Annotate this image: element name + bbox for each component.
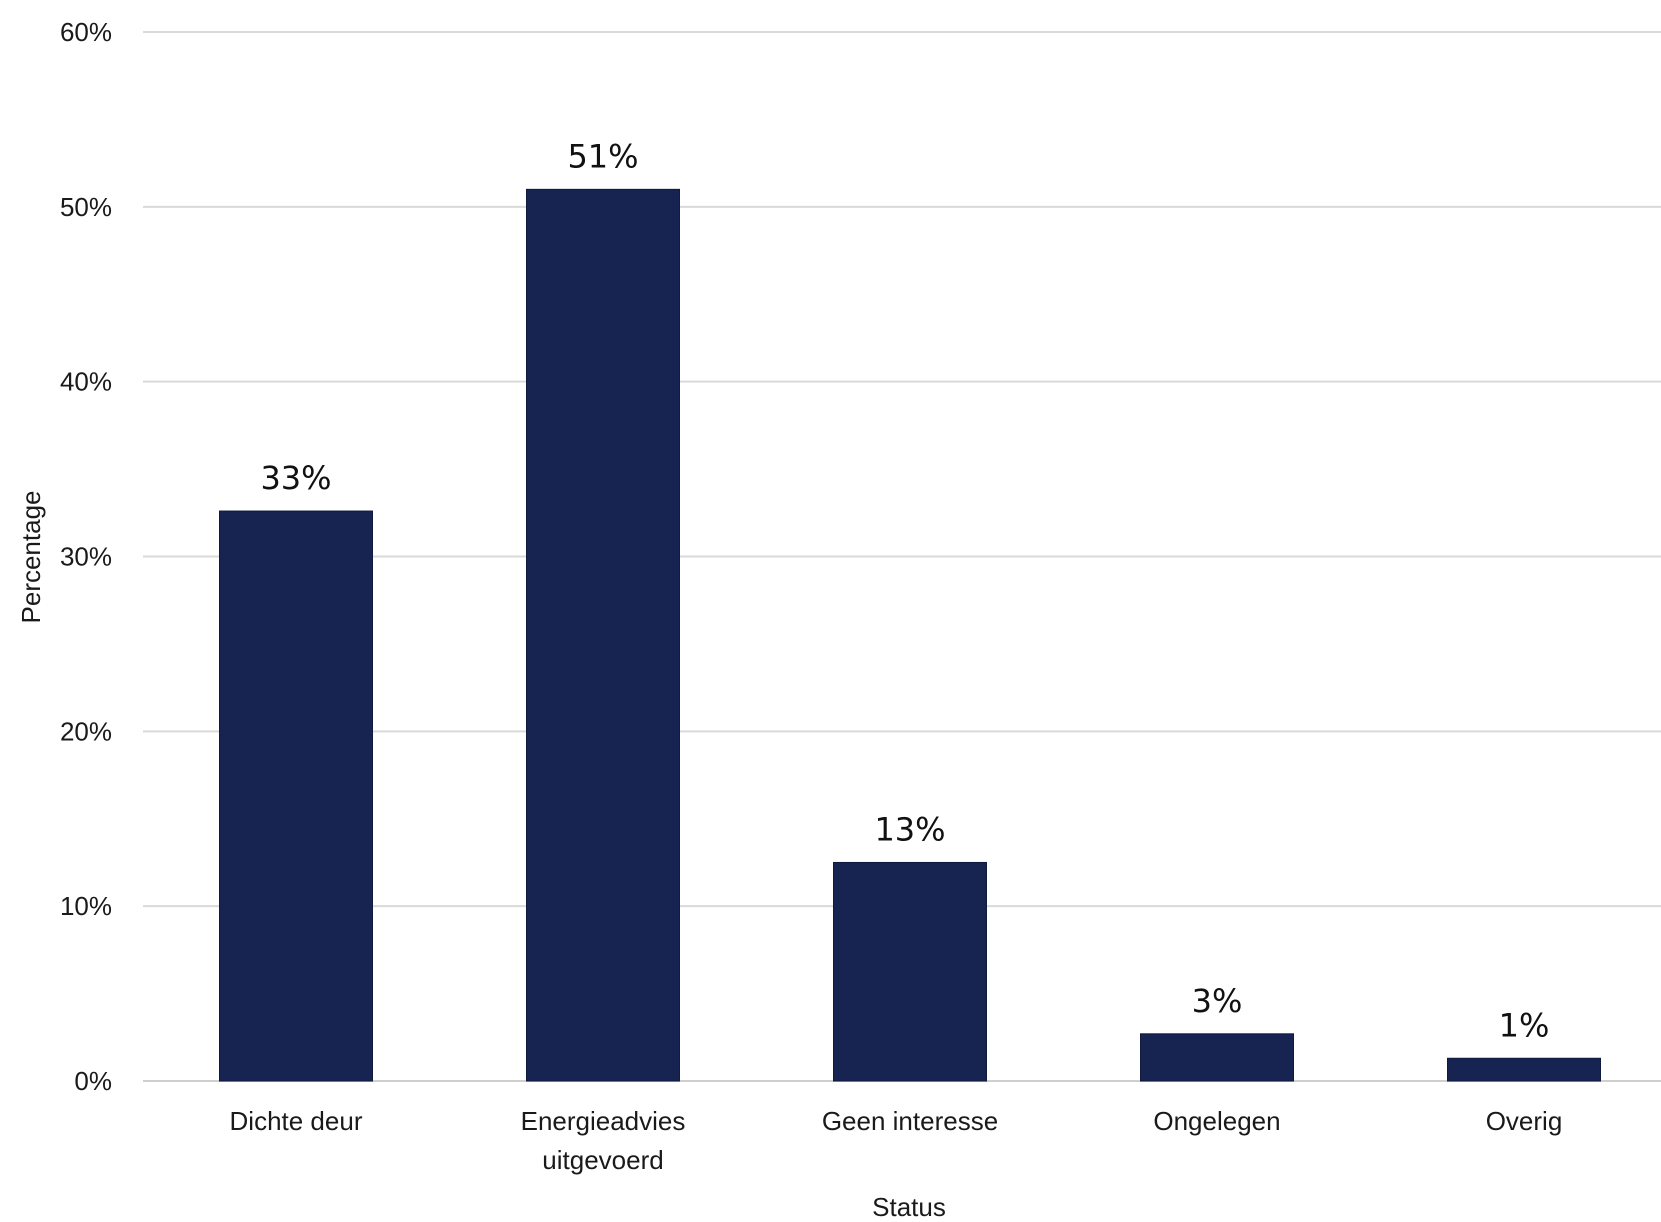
y-tick-label: 40% [60,367,112,397]
bar [1447,1057,1601,1082]
y-tick-label: 50% [60,192,112,222]
x-axis-title: Status [872,1192,946,1222]
y-tick-label: 20% [60,716,112,746]
x-category-label: Ongelegen [1153,1106,1280,1136]
data-labels: 33% 51% 13% 3% 1% [260,137,1549,1044]
data-label: 3% [1192,982,1243,1020]
bars [219,188,1601,1082]
bar [1140,1033,1294,1082]
y-tick-label: 0% [74,1066,112,1096]
data-label: 1% [1499,1006,1550,1044]
data-label: 51% [567,137,638,175]
y-axis-title: Percentage [16,491,46,624]
gridlines [143,31,1661,1082]
bar [526,188,680,1082]
x-axis-categories: Dichte deur Energieadvies uitgevoerd Geen i… [230,1106,1563,1175]
bar [219,510,373,1082]
bar [833,861,987,1082]
y-axis-ticks: 0% 10% 20% 30% 40% 50% 60% [60,17,112,1096]
data-label: 13% [874,810,945,848]
data-label: 33% [260,459,331,497]
x-category-label: Dichte deur [230,1106,363,1136]
y-tick-label: 60% [60,17,112,47]
y-tick-label: 30% [60,542,112,572]
y-tick-label: 10% [60,891,112,921]
x-category-label: Energieadvies uitgevoerd [521,1106,686,1175]
x-category-label: Geen interesse [822,1106,998,1136]
x-category-label: Overig [1486,1106,1563,1136]
